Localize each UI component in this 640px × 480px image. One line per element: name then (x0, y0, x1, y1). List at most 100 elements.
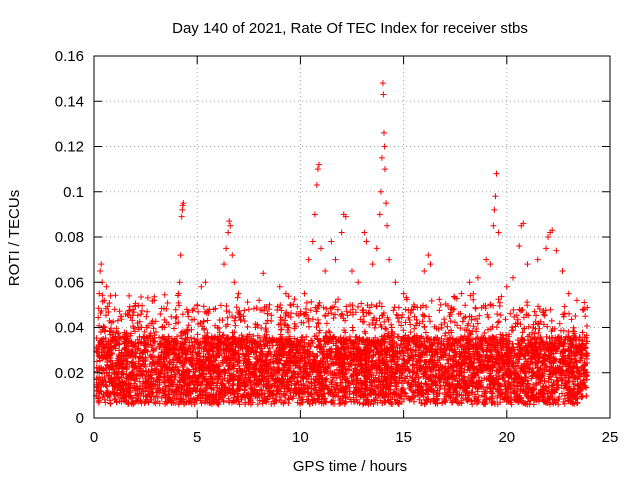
data-point (134, 346, 141, 353)
data-point (334, 306, 341, 313)
data-point (316, 302, 323, 309)
data-point (245, 306, 252, 313)
data-point (227, 222, 234, 229)
data-point (462, 302, 469, 309)
data-point (273, 347, 280, 354)
data-point (520, 220, 527, 227)
data-point (161, 324, 168, 331)
data-point (138, 293, 145, 300)
data-point (99, 298, 106, 305)
data-point (502, 316, 509, 323)
data-point (516, 356, 523, 363)
data-point (223, 245, 230, 252)
data-point (137, 311, 144, 318)
data-point (330, 340, 337, 347)
data-point (553, 247, 560, 254)
data-point (382, 325, 389, 332)
data-point (496, 318, 503, 325)
data-point (423, 303, 430, 310)
data-point (164, 299, 171, 306)
data-point (219, 332, 226, 339)
data-point (369, 261, 376, 268)
data-point (276, 396, 283, 403)
data-point (231, 317, 238, 324)
data-point (232, 322, 239, 329)
data-point (198, 283, 205, 290)
data-point (372, 321, 379, 328)
data-point (573, 297, 580, 304)
data-point (438, 324, 445, 331)
data-point (325, 310, 332, 317)
data-point (474, 274, 481, 281)
data-point (436, 307, 443, 314)
data-point (268, 318, 275, 325)
data-point (373, 245, 380, 252)
data-point (380, 91, 387, 98)
data-point (136, 318, 143, 325)
data-point (363, 238, 370, 245)
data-point (381, 318, 388, 325)
data-point (194, 331, 201, 338)
data-point (426, 318, 433, 325)
data-point (481, 329, 488, 336)
data-point (498, 293, 505, 300)
data-point (383, 200, 390, 207)
data-point (545, 234, 552, 240)
data-point (177, 252, 184, 259)
data-point (231, 279, 238, 286)
data-point (371, 324, 378, 331)
data-point (567, 359, 574, 366)
data-point (428, 297, 435, 304)
data-point (223, 308, 230, 315)
data-point (236, 401, 243, 408)
data-point (400, 290, 407, 297)
data-point (194, 302, 201, 309)
data-point (422, 381, 429, 388)
data-point (95, 365, 102, 372)
data-point (494, 394, 501, 401)
data-point (378, 154, 385, 161)
data-point (103, 283, 110, 290)
data-point (440, 379, 447, 386)
data-point (444, 323, 451, 330)
data-point (116, 308, 123, 315)
data-point (384, 222, 391, 229)
data-point (496, 389, 503, 396)
data-point (402, 306, 409, 313)
data-point (572, 313, 579, 320)
data-point (212, 322, 219, 329)
data-point (221, 261, 228, 268)
data-point (336, 401, 343, 408)
data-point (323, 320, 330, 327)
data-point (435, 326, 442, 333)
data-point (483, 395, 490, 402)
data-point (427, 261, 434, 268)
grid-lines (94, 56, 610, 418)
data-point (242, 399, 249, 406)
data-point (178, 213, 185, 220)
data-point (421, 267, 428, 274)
data-point (421, 323, 428, 330)
data-point (494, 311, 501, 318)
data-point (361, 328, 368, 335)
data-point (97, 267, 104, 274)
data-point (159, 333, 166, 340)
data-point (289, 395, 296, 402)
data-point (533, 312, 540, 319)
data-point (519, 329, 526, 336)
data-point (130, 306, 137, 313)
data-point (346, 391, 353, 398)
data-point (107, 292, 114, 299)
data-point (550, 379, 557, 386)
data-point (256, 297, 263, 304)
data-point (442, 363, 449, 370)
data-point (534, 256, 541, 263)
data-point (398, 322, 405, 329)
data-point (185, 322, 192, 329)
data-point (451, 294, 458, 301)
data-point (583, 322, 590, 329)
data-point (500, 374, 507, 381)
data-point (360, 313, 367, 320)
data-point (224, 314, 231, 321)
data-point (495, 229, 502, 236)
